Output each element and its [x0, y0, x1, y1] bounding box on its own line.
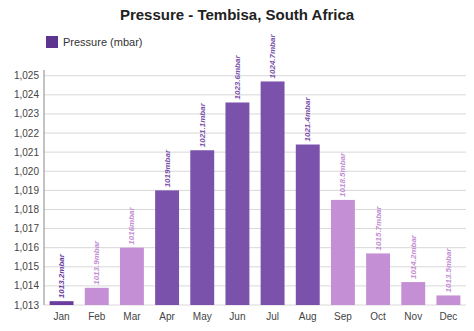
chart: Pressure - Tembisa, South Africa 1,013 1,0…: [0, 0, 474, 331]
grid-line: [44, 247, 466, 248]
bar: [436, 295, 460, 305]
x-tick-label: Sep: [334, 311, 352, 322]
data-label: 1018.5mbar: [338, 152, 347, 197]
bars: [50, 81, 461, 305]
x-tick-label: Nov: [404, 311, 422, 322]
bar: [261, 81, 285, 305]
grid-line: [44, 152, 466, 153]
x-tick-label: Jul: [266, 311, 279, 322]
bar: [120, 248, 144, 305]
data-label: 1013.5mbar: [444, 248, 453, 293]
y-tick-label: 1,023: [14, 108, 39, 119]
x-tick-label: Aug: [299, 311, 317, 322]
data-label: 1024.7mbar: [268, 34, 277, 79]
x-tick-label: May: [193, 311, 212, 322]
data-label: 1021.4mbar: [303, 97, 312, 142]
y-tick-label: 1,019: [14, 185, 39, 196]
grid-line: [44, 113, 466, 114]
x-tick-label: Feb: [88, 311, 106, 322]
data-label: 1019mbar: [163, 149, 172, 187]
y-tick-label: 1,021: [14, 147, 39, 158]
data-label: 1014.2mbar: [409, 234, 418, 279]
y-tick-label: 1,025: [14, 70, 39, 81]
legend-swatch: [46, 36, 58, 48]
x-tick-label: Oct: [370, 311, 386, 322]
y-tick-label: 1,022: [14, 128, 39, 139]
y-axis-line: [44, 70, 45, 305]
grid-line: [44, 133, 466, 134]
bar: [366, 253, 390, 305]
data-label: 1023.6mbar: [233, 55, 242, 100]
y-tick-label: 1,015: [14, 261, 39, 272]
legend-label: Pressure (mbar): [63, 36, 142, 48]
y-tick-label: 1,014: [14, 280, 39, 291]
grid-line: [44, 75, 466, 76]
x-tick-label: Jun: [229, 311, 245, 322]
data-label: 1015.7mbar: [374, 205, 383, 250]
bar: [50, 301, 74, 305]
grid-line: [44, 266, 466, 267]
x-tick-label: Mar: [123, 311, 141, 322]
y-tick-label: 1,013: [14, 300, 39, 311]
grid-line: [44, 190, 466, 191]
grid-line: [44, 171, 466, 172]
data-label: 1016mbar: [127, 206, 136, 244]
x-tick-label: Jan: [54, 311, 70, 322]
data-label: 1021.1mbar: [198, 102, 207, 147]
y-tick-label: 1,020: [14, 166, 39, 177]
y-tick-label: 1,017: [14, 223, 39, 234]
grid-line: [44, 228, 466, 229]
grid-line: [44, 209, 466, 210]
data-label: 1013.9mbar: [92, 240, 101, 285]
bar: [85, 288, 109, 305]
y-tick-label: 1,024: [14, 89, 39, 100]
grid-line: [44, 94, 466, 95]
bar: [296, 145, 320, 305]
x-tick-label: Dec: [440, 311, 458, 322]
bar: [401, 282, 425, 305]
data-label: 1013.2mbar: [57, 253, 66, 298]
bar: [190, 150, 214, 305]
bar: [225, 102, 249, 305]
bar: [155, 190, 179, 305]
title: Pressure - Tembisa, South Africa: [120, 6, 355, 23]
x-tick-label: Apr: [159, 311, 175, 322]
bar: [331, 200, 355, 305]
y-tick-label: 1,016: [14, 242, 39, 253]
y-tick-label: 1,018: [14, 204, 39, 215]
